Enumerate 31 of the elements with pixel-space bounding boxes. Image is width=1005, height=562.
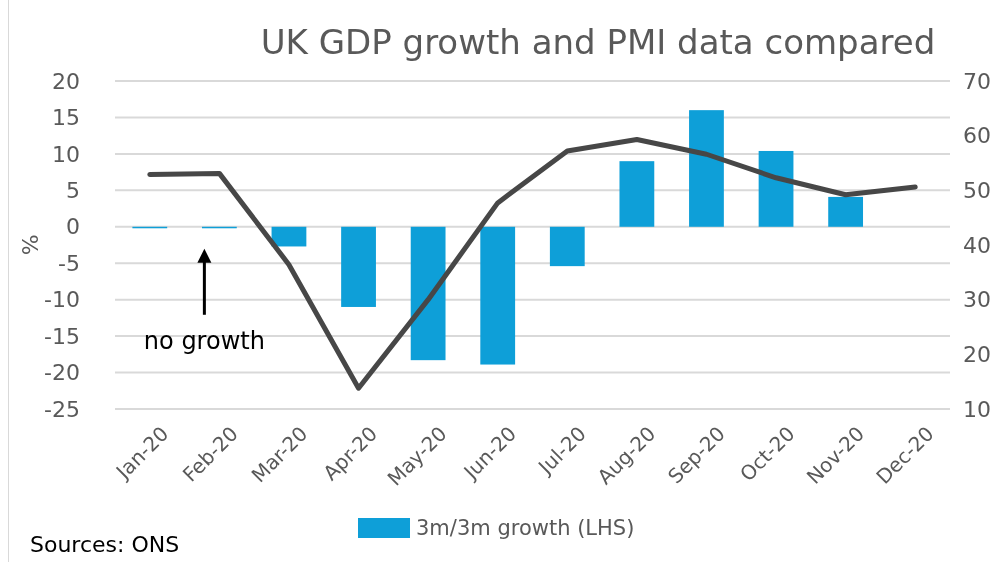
bar (271, 226, 307, 247)
source-note: Sources: ONS (30, 532, 180, 557)
y2-tick-label: 60 (963, 123, 991, 149)
bar (480, 226, 516, 365)
y-tick-label: 5 (66, 178, 80, 204)
y2-tick-label: 40 (963, 232, 991, 258)
y2-tick-label: 50 (963, 178, 991, 204)
bar (689, 110, 724, 227)
legend-label: 3m/3m growth (LHS) (416, 516, 635, 541)
y-tick-label: 20 (52, 68, 80, 94)
bar (758, 150, 794, 227)
bar (410, 226, 446, 361)
bar (828, 196, 864, 227)
y-tick-label: -10 (44, 287, 80, 313)
bar (619, 161, 655, 227)
bar (341, 226, 376, 307)
y-tick-label: -25 (44, 396, 80, 422)
y-tick-label: 10 (52, 141, 80, 167)
y-tick-label: 0 (66, 214, 80, 240)
y2-tick-label: 70 (963, 68, 991, 94)
y-axis-title: % (18, 234, 43, 256)
y-tick-label: 15 (52, 105, 80, 131)
annotation: no growth (143, 326, 265, 355)
y-tick-label: -20 (44, 360, 80, 386)
y-tick-label: -15 (44, 323, 80, 349)
y2-tick-label: 10 (963, 396, 991, 422)
y2-tick-label: 20 (963, 342, 991, 368)
y-tick-label: -5 (58, 250, 80, 276)
y2-tick-label: 30 (963, 287, 991, 313)
chart-title: UK GDP growth and PMI data compared (260, 22, 936, 62)
bar (549, 226, 585, 267)
